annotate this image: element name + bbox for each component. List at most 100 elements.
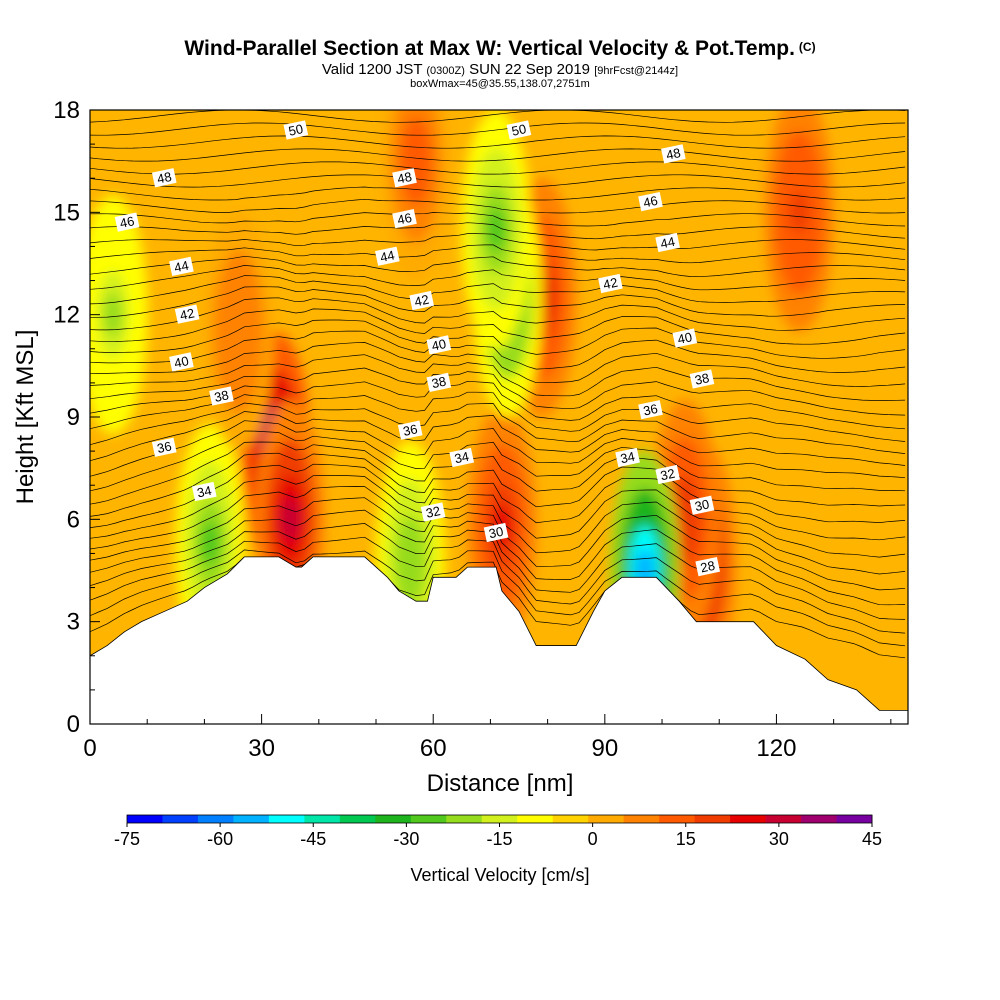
isentrope-line-35 xyxy=(90,161,906,175)
theta-label-12: 42 xyxy=(409,290,434,311)
isentrope-line-13 xyxy=(90,411,906,466)
isentrope-line-24 xyxy=(90,286,906,318)
theta-label-7: 46 xyxy=(638,191,663,212)
theta-label-bg-15 xyxy=(426,335,452,355)
theta-label-bg-27 xyxy=(655,464,680,485)
theta-label-bg-28 xyxy=(483,522,509,543)
theta-label-text-2: 48 xyxy=(156,169,173,187)
theta-label-26: 32 xyxy=(420,502,446,522)
theta-label-bg-5 xyxy=(114,212,140,232)
theta-label-text-18: 38 xyxy=(430,374,447,392)
theta-label-29: 30 xyxy=(689,495,715,515)
isentrope-line-7 xyxy=(90,474,906,558)
theta-label-text-15: 40 xyxy=(430,336,447,354)
velocity-cell-11-3 xyxy=(102,292,123,337)
theta-label-13: 42 xyxy=(598,273,623,294)
x-tick-label-1: 30 xyxy=(248,735,275,762)
theta-label-bg-14 xyxy=(169,352,194,372)
theta-label-text-29: 30 xyxy=(693,496,710,514)
y-tick-label-0: 0 xyxy=(67,711,80,738)
theta-label-text-19: 38 xyxy=(693,370,710,388)
theta-label-text-3: 48 xyxy=(396,169,413,187)
isentrope-line-17 xyxy=(90,367,906,416)
valid-time-line: Valid 1200 JST (0300Z) SUN 22 Sep 2019 [… xyxy=(0,61,1000,78)
isentrope-line-14 xyxy=(90,402,906,454)
theta-label-bg-12 xyxy=(409,290,434,311)
theta-label-bg-3 xyxy=(392,168,417,188)
isentrope-line-27 xyxy=(90,255,906,278)
colorbar-swatch-15 xyxy=(659,815,696,823)
isentrope-line-9 xyxy=(90,452,906,523)
theta-label-bg-23 xyxy=(191,481,217,502)
isentrope-line-12 xyxy=(90,420,906,479)
theta-label-text-17: 38 xyxy=(213,387,230,405)
theta-label-bg-8 xyxy=(169,256,194,277)
theta-label-text-10: 44 xyxy=(659,234,676,252)
colorbar-swatch-3 xyxy=(233,815,270,823)
velocity-cell-12-3 xyxy=(789,190,810,235)
theta-label-bg-4 xyxy=(661,144,686,164)
y-tick-label-3: 9 xyxy=(67,404,80,431)
theta-label-18: 38 xyxy=(426,372,452,393)
colorbar-swatch-5 xyxy=(304,815,341,823)
theta-label-bg-11 xyxy=(174,304,200,324)
isentrope-line-30 xyxy=(90,222,906,240)
colorbar-swatch-0 xyxy=(127,815,163,823)
theta-label-text-11: 42 xyxy=(179,305,196,323)
theta-label-6: 46 xyxy=(392,209,417,229)
theta-label-bg-29 xyxy=(689,495,715,515)
copyright-mark: (C) xyxy=(798,40,816,54)
theta-label-text-30: 28 xyxy=(699,558,716,576)
colorbar-tick-label-2: -45 xyxy=(300,829,326,849)
isentrope-line-22 xyxy=(90,308,906,345)
colorbar-swatch-13 xyxy=(588,815,625,823)
colorbar-swatch-9 xyxy=(446,815,483,823)
theta-label-bg-16 xyxy=(672,328,698,348)
theta-label-23: 34 xyxy=(191,481,217,502)
theta-label-text-24: 34 xyxy=(453,449,470,467)
theta-label-14: 40 xyxy=(169,352,194,372)
theta-label-text-13: 42 xyxy=(602,275,619,293)
x-tick-label-4: 120 xyxy=(756,735,796,762)
colorbar-tick-label-4: -15 xyxy=(486,829,512,849)
y-tick-label-5: 15 xyxy=(53,199,80,226)
y-tick-label-2: 6 xyxy=(67,506,80,533)
colorbar-swatch-10 xyxy=(481,815,518,823)
forecast-info: [9hrFcst@2144z] xyxy=(594,65,679,77)
theta-label-text-23: 34 xyxy=(196,483,213,501)
theta-label-5: 46 xyxy=(114,212,140,232)
isentrope-line-25 xyxy=(90,275,906,305)
isentrope-line-23 xyxy=(90,297,906,331)
isentrope-line-29 xyxy=(90,233,906,251)
colorbar-swatch-2 xyxy=(197,815,234,823)
isentrope-line-20 xyxy=(90,330,906,373)
x-axis-label: Distance [nm] xyxy=(427,770,574,797)
theta-label-24: 34 xyxy=(449,447,475,468)
theta-label-bg-25 xyxy=(615,447,640,468)
valid-utc: (0300Z) xyxy=(426,65,465,77)
theta-label-text-27: 32 xyxy=(659,466,676,484)
y-axis-label: Height [Kft MSL] xyxy=(12,330,39,505)
theta-label-text-28: 30 xyxy=(487,524,504,542)
theta-label-1: 50 xyxy=(506,120,532,140)
theta-label-text-26: 32 xyxy=(424,503,441,521)
theta-label-bg-22 xyxy=(638,400,663,420)
colorbar-swatch-4 xyxy=(268,815,305,823)
isentrope-line-19 xyxy=(90,342,906,387)
theta-label-bg-19 xyxy=(689,369,715,389)
theta-label-text-9: 44 xyxy=(379,247,396,265)
theta-label-8: 44 xyxy=(169,256,194,277)
isentrope-line-36 xyxy=(90,148,906,162)
theta-label-15: 40 xyxy=(426,335,452,355)
velocity-cell-8-3 xyxy=(486,207,507,252)
theta-label-bg-26 xyxy=(420,502,446,522)
plot-area: 50 50 48 48 48 46 46 46 44 44 44 42 42 42 40 40 40 38 38 38… xyxy=(90,110,908,724)
y-tick-label-1: 3 xyxy=(67,609,80,636)
theta-label-text-14: 40 xyxy=(173,353,190,371)
colorbar-swatch-19 xyxy=(801,815,838,823)
isentrope-line-32 xyxy=(90,198,906,214)
isentrope-line-8 xyxy=(90,463,906,541)
theta-label-bg-24 xyxy=(449,447,475,468)
colorbar-tick-label-1: -60 xyxy=(207,829,233,849)
colorbar-swatch-20 xyxy=(836,815,873,823)
